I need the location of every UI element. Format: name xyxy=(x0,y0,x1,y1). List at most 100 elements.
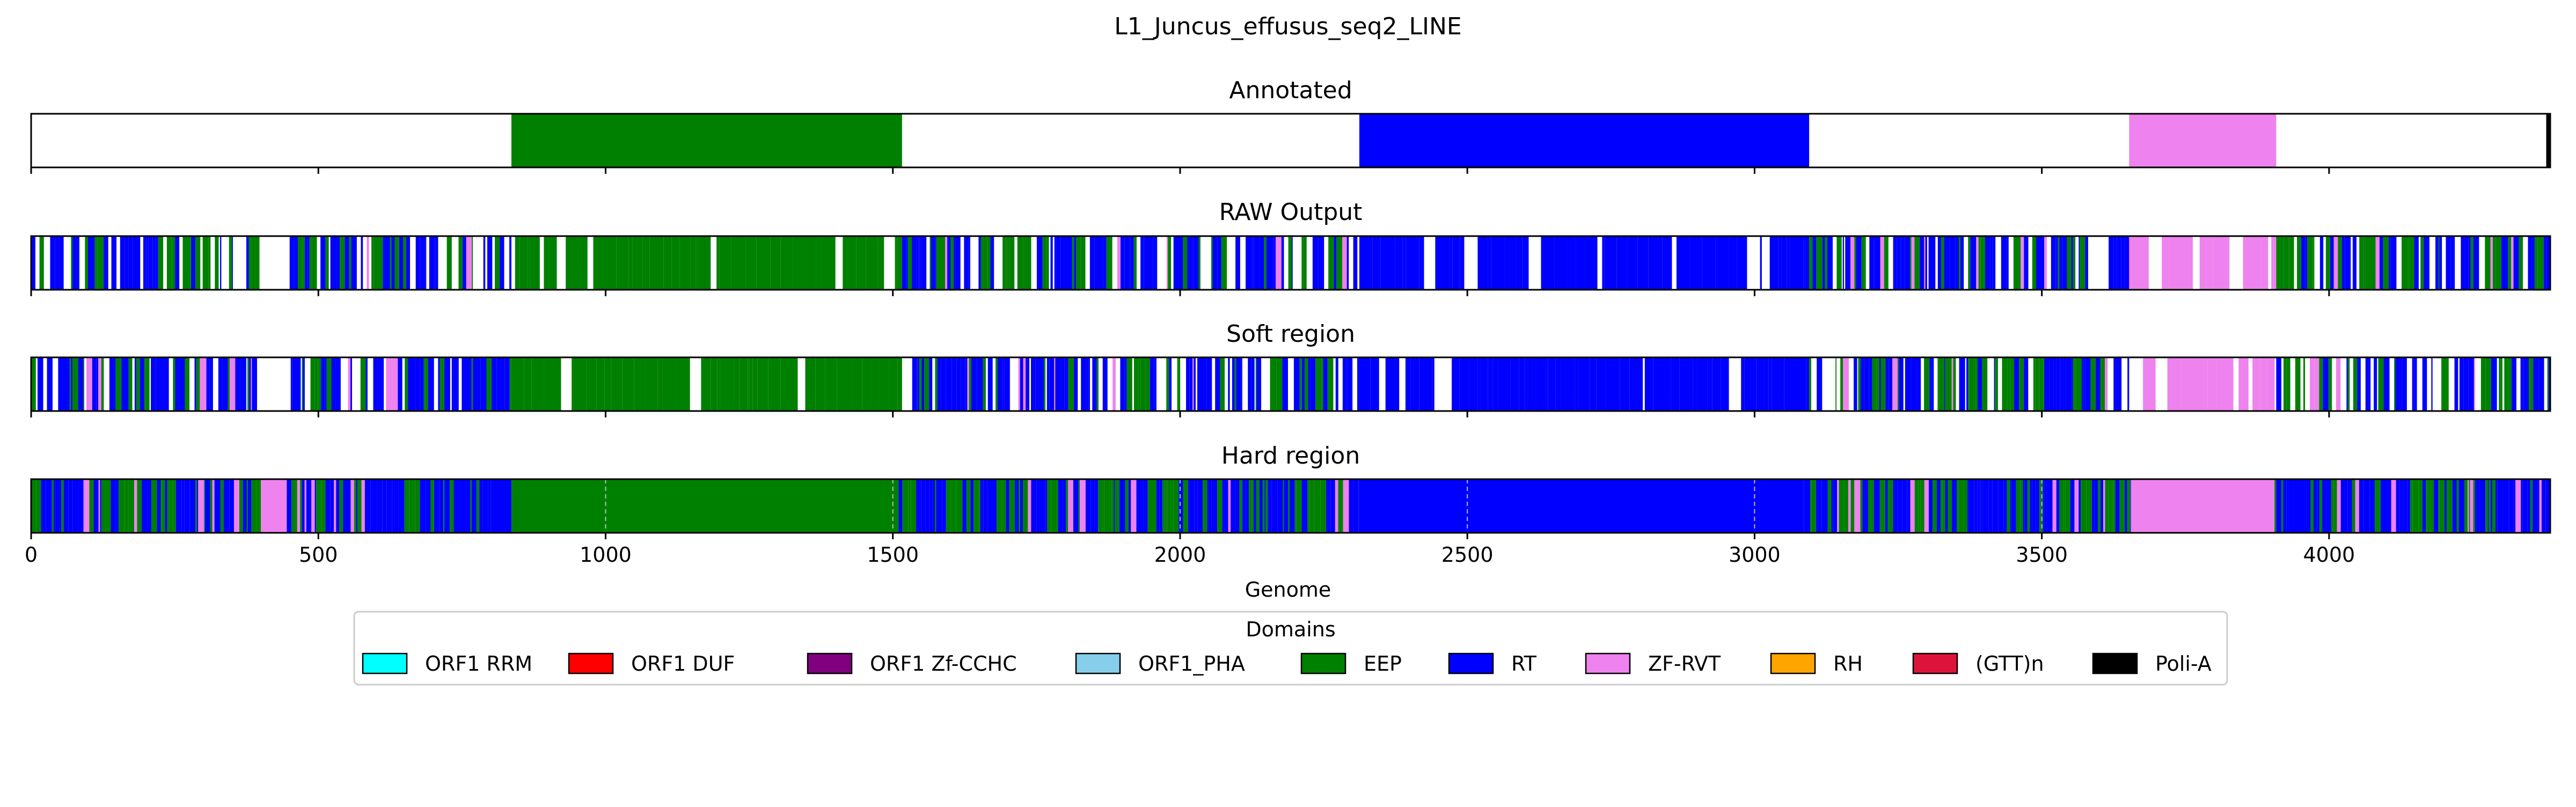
domain-stripe xyxy=(1256,479,1260,533)
domain-stripe xyxy=(2527,479,2530,533)
domain-stripe xyxy=(2440,236,2442,290)
domain-stripe xyxy=(1149,236,1153,290)
domain-stripe xyxy=(2328,357,2332,411)
domain-stripe xyxy=(935,479,936,533)
domain-stripe xyxy=(1301,479,1308,533)
domain-stripe xyxy=(1066,236,1072,290)
legend-item--gtt-n: (GTT)n xyxy=(1912,652,2044,676)
domain-stripe xyxy=(950,479,956,533)
domain-stripe xyxy=(2277,357,2281,411)
domain-stripe xyxy=(330,236,333,290)
domain-segment xyxy=(662,357,676,411)
domain-stripe xyxy=(243,479,247,533)
domain-stripe xyxy=(1308,357,1311,411)
domain-stripe xyxy=(1273,236,1276,290)
domain-stripe xyxy=(325,236,329,290)
domain-stripe xyxy=(1812,236,1817,290)
domain-segment xyxy=(1488,236,1491,290)
domain-stripe xyxy=(466,357,472,411)
domain-stripe xyxy=(2001,236,2007,290)
domain-stripe xyxy=(356,479,358,533)
domain-stripe xyxy=(1309,479,1314,533)
domain-stripe xyxy=(97,357,99,411)
domain-stripe xyxy=(950,236,954,290)
domain-stripe xyxy=(2485,236,2491,290)
domain-segment xyxy=(780,357,784,411)
domain-stripe xyxy=(2065,479,2070,533)
domain-stripe xyxy=(2454,357,2458,411)
domain-stripe xyxy=(320,357,322,411)
domain-stripe xyxy=(1933,479,1937,533)
domain-stripe xyxy=(2086,479,2092,533)
domain-stripe xyxy=(386,357,392,411)
domain-stripe xyxy=(1217,479,1223,533)
domain-stripe xyxy=(46,479,52,533)
domain-stripe xyxy=(2446,236,2451,290)
domain-stripe xyxy=(92,357,96,411)
domain-stripe xyxy=(2007,236,2009,290)
domain-stripe xyxy=(429,236,435,290)
domain-segment xyxy=(646,357,658,411)
domain-segment xyxy=(572,357,575,411)
domain-stripe xyxy=(1803,479,1805,533)
domain-stripe xyxy=(1918,479,1921,533)
domain-segment xyxy=(1405,357,1411,411)
domain-stripe xyxy=(1188,479,1189,533)
domain-stripe xyxy=(1294,479,1297,533)
domain-segment xyxy=(1359,236,1373,290)
domain-stripe xyxy=(2438,236,2440,290)
domain-stripe xyxy=(1232,357,1235,411)
domain-stripe xyxy=(361,479,365,533)
domain-segment xyxy=(1510,357,1519,411)
domain-stripe xyxy=(2295,357,2300,411)
domain-stripe xyxy=(2098,479,2101,533)
domain-segment xyxy=(611,357,623,411)
domain-stripe xyxy=(1177,357,1179,411)
x-tick-label: 2500 xyxy=(1441,543,1494,567)
domain-stripe xyxy=(2539,479,2542,533)
domain-stripe xyxy=(2445,479,2447,533)
domain-stripe xyxy=(63,357,70,411)
domain-stripe xyxy=(1282,357,1288,411)
domain-stripe xyxy=(302,479,305,533)
domain-stripe xyxy=(428,357,431,411)
domain-stripe xyxy=(2504,357,2508,411)
domain-stripe xyxy=(1173,236,1180,290)
domain-stripe xyxy=(1833,479,1838,533)
domain-segment xyxy=(1772,357,1784,411)
domain-stripe xyxy=(2405,479,2407,533)
domain-stripe xyxy=(2370,236,2376,290)
domain-stripe xyxy=(967,479,971,533)
domain-stripe xyxy=(415,357,420,411)
domain-segment xyxy=(663,236,672,290)
domain-stripe xyxy=(1098,479,1102,533)
domain-stripe xyxy=(1179,236,1183,290)
domain-stripe xyxy=(1094,479,1099,533)
domain-stripe xyxy=(1272,357,1277,411)
domain-stripe xyxy=(2102,357,2105,411)
domain-stripe xyxy=(2369,479,2375,533)
domain-segment xyxy=(716,236,720,290)
domain-segment xyxy=(1693,357,1697,411)
domain-stripe xyxy=(919,236,921,290)
domain-stripe xyxy=(1264,479,1266,533)
domain-stripe xyxy=(1318,236,1324,290)
domain-stripe xyxy=(325,479,331,533)
domain-stripe xyxy=(488,479,491,533)
domain-stripe xyxy=(420,479,426,533)
domain-stripe xyxy=(126,357,129,411)
domain-stripe xyxy=(2323,357,2329,411)
domain-stripe xyxy=(2109,479,2112,533)
legend-swatch xyxy=(1448,652,1494,674)
domain-stripe xyxy=(480,357,487,411)
domain-stripe xyxy=(1283,479,1284,533)
domain-segment xyxy=(1372,236,1381,290)
legend-label: ORF1 RRM xyxy=(425,652,532,676)
domain-stripe xyxy=(1036,479,1040,533)
domain-stripe xyxy=(969,236,970,290)
domain-segment xyxy=(1488,357,1493,411)
domain-stripe xyxy=(215,236,219,290)
domain-segment xyxy=(1629,357,1643,411)
domain-stripe xyxy=(1346,236,1349,290)
